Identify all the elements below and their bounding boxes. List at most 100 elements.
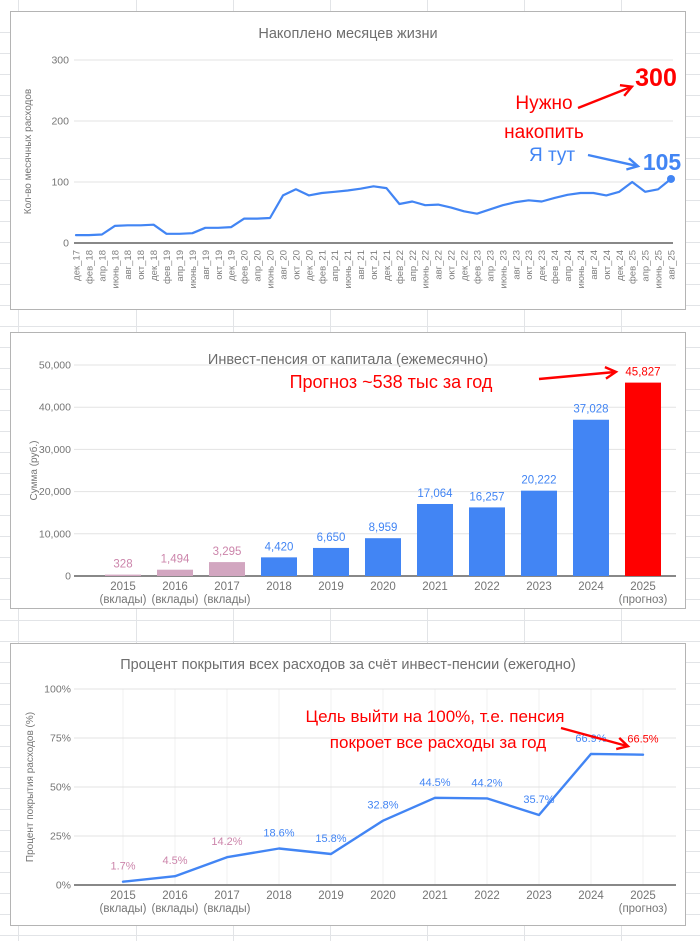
x-tick-label: авг_19 bbox=[201, 250, 212, 280]
y-tick-label: 10,000 bbox=[39, 528, 71, 540]
x-tick-label: дек_24 bbox=[615, 250, 626, 281]
life-months-line-chart: 0 100 200 300 Кол-во месячных расходов дек_17… bbox=[23, 55, 678, 289]
y-tick-label: 100 bbox=[51, 177, 69, 189]
x-tick-label: 2015 bbox=[110, 890, 136, 902]
bar-value-label: 37,028 bbox=[573, 404, 608, 416]
x-tick-label: 2018 bbox=[266, 581, 292, 593]
x-tick-label: (вклады) bbox=[99, 903, 146, 915]
bar-2018[interactable] bbox=[261, 557, 297, 576]
x-tick-label: окт_18 bbox=[136, 250, 147, 280]
y-tick-label: 0 bbox=[65, 571, 71, 583]
x-tick-label: фев_22 bbox=[395, 250, 406, 284]
x-tick-label: апр_19 bbox=[175, 250, 186, 282]
coverage-percent-chart-panel[interactable]: Процент покрытия всех расходов за счёт и… bbox=[10, 643, 686, 926]
x-tick-label: апр_24 bbox=[563, 250, 574, 282]
x-tick-label: 2025 bbox=[630, 581, 656, 593]
bar-2021[interactable] bbox=[417, 503, 453, 576]
bar-2022[interactable] bbox=[469, 507, 505, 576]
x-tick-label: 2022 bbox=[474, 581, 500, 593]
x-tick-label: 2023 bbox=[526, 890, 552, 902]
x-tick-label: фев_23 bbox=[472, 250, 483, 284]
x-tick-label: дек_20 bbox=[304, 250, 315, 281]
x-tick-label: 2017 bbox=[214, 890, 240, 902]
bar-2020[interactable] bbox=[365, 538, 401, 576]
x-tick-label: июнь_18 bbox=[110, 250, 121, 288]
goal-annotation-text: Нужно накопить bbox=[504, 93, 584, 143]
x-tick-label: дек_22 bbox=[460, 250, 471, 281]
x-tick-label: (вклады) bbox=[99, 594, 146, 606]
x-tick-label: 2023 bbox=[526, 581, 552, 593]
x-tick-label: 2019 bbox=[318, 581, 344, 593]
x-tick-label: авг_20 bbox=[278, 250, 289, 280]
bar-2024[interactable] bbox=[573, 419, 609, 576]
bar-2016[interactable] bbox=[157, 569, 193, 576]
x-tick-label: дек_18 bbox=[149, 250, 160, 281]
x-tick-label: апр_18 bbox=[97, 250, 108, 282]
y-tick-label: 20,000 bbox=[39, 486, 71, 498]
coverage-percent-line-chart: 0% 25% 50% 75% 100% Процент покрытия расходов… bbox=[25, 684, 676, 915]
x-tick-label: фев_20 bbox=[240, 250, 251, 284]
bar-2025[interactable] bbox=[625, 382, 661, 576]
bar-value-label: 4,420 bbox=[265, 541, 294, 553]
y-tick-label: 200 bbox=[51, 116, 69, 128]
x-tick-label: 2021 bbox=[422, 581, 448, 593]
x-tick-label: 2025 bbox=[630, 890, 656, 902]
chart-title: Накоплено месяцев жизни bbox=[258, 26, 438, 42]
x-tick-label: 2021 bbox=[422, 890, 448, 902]
x-tick-label: апр_20 bbox=[253, 250, 264, 282]
x-tick-label: (вклады) bbox=[203, 594, 250, 606]
point-value-label: 4.5% bbox=[162, 855, 187, 867]
x-tick-label: 2016 bbox=[162, 890, 188, 902]
bar-2019[interactable] bbox=[313, 547, 349, 576]
x-tick-label: авг_24 bbox=[589, 250, 600, 280]
y-tick-label: 75% bbox=[50, 733, 71, 745]
x-tick-label: 2018 bbox=[266, 890, 292, 902]
x-tick-label: авг_22 bbox=[434, 250, 445, 280]
x-tick-label: дек_17 bbox=[72, 250, 83, 281]
x-tick-label: (вклады) bbox=[203, 903, 250, 915]
months-line-series bbox=[74, 177, 673, 237]
bar-value-label: 16,257 bbox=[469, 491, 504, 503]
bar-value-label: 45,827 bbox=[625, 367, 660, 379]
x-tick-label: 2020 bbox=[370, 581, 396, 593]
x-tick-label: 2015 bbox=[110, 581, 136, 593]
y-tick-label: 0% bbox=[56, 880, 71, 892]
chart-title: Инвест-пенсия от капитала (ежемесячно) bbox=[207, 352, 489, 368]
bar-2017[interactable] bbox=[209, 562, 245, 576]
x-tick-label: июнь_20 bbox=[266, 250, 277, 288]
bar-value-label: 20,222 bbox=[521, 475, 556, 487]
forecast-annotation-text: Прогноз ~538 тыс за год bbox=[289, 372, 493, 392]
x-tick-label: фев_24 bbox=[550, 250, 561, 284]
y-tick-label: 25% bbox=[50, 831, 71, 843]
y-axis-title: Кол-во месячных расходов bbox=[23, 89, 34, 214]
x-tick-label: авг_23 bbox=[511, 250, 522, 280]
point-value-label: 15.8% bbox=[315, 833, 346, 845]
coverage-goal-annotation-line1: Цель выйти на 100%, т.е. пенсия bbox=[305, 707, 565, 726]
x-tick-label: 2024 bbox=[578, 890, 604, 902]
current-point-marker bbox=[667, 174, 675, 183]
x-tick-label: 2022 bbox=[474, 890, 500, 902]
bar-2023[interactable] bbox=[521, 490, 557, 576]
point-value-label: 32.8% bbox=[367, 800, 398, 812]
x-tick-label: окт_19 bbox=[214, 250, 225, 280]
point-value-label: 66.5% bbox=[627, 734, 658, 746]
current-value-label: 105 bbox=[642, 149, 682, 175]
x-tick-label: июнь_24 bbox=[576, 250, 587, 288]
x-tick-label: июнь_25 bbox=[654, 250, 665, 288]
x-tick-label: (вклады) bbox=[151, 594, 198, 606]
x-tick-label: дек_19 bbox=[227, 250, 238, 281]
invest-pension-chart-panel[interactable]: Инвест-пенсия от капитала (ежемесячно) 0… bbox=[10, 332, 686, 609]
point-value-label: 14.2% bbox=[211, 836, 242, 848]
x-tick-label: июнь_21 bbox=[343, 250, 354, 288]
x-tick-label: (прогноз) bbox=[619, 903, 668, 915]
point-value-label: 1.7% bbox=[110, 861, 135, 873]
bar-2015[interactable] bbox=[105, 574, 141, 576]
current-position-annotation-text: Я тут bbox=[528, 145, 576, 166]
x-tick-label: апр_21 bbox=[330, 250, 341, 282]
y-tick-label: 40,000 bbox=[39, 402, 71, 414]
y-tick-label: 30,000 bbox=[39, 444, 71, 456]
life-months-chart-panel[interactable]: Накоплено месяцев жизни 0 100 200 300 Кол-во… bbox=[10, 11, 686, 310]
x-tick-label: 2016 bbox=[162, 581, 188, 593]
y-tick-label: 50% bbox=[50, 782, 71, 794]
x-tick-label: июнь_22 bbox=[421, 250, 432, 288]
